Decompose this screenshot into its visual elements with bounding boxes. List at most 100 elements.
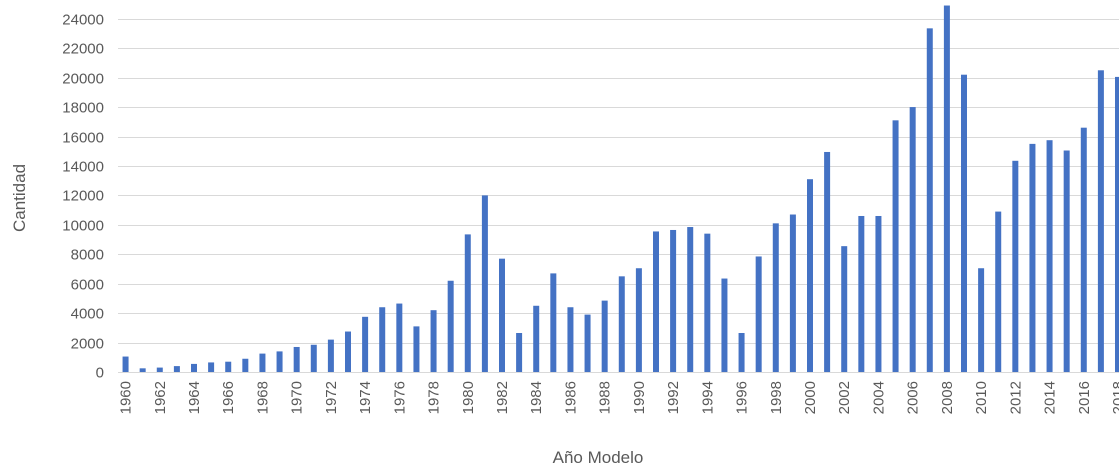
bar-2016 bbox=[1080, 127, 1087, 372]
bar-2013 bbox=[1029, 143, 1036, 373]
bar-2006 bbox=[909, 107, 916, 372]
bar-1987 bbox=[584, 314, 591, 372]
x-tick-label: 2006 bbox=[905, 381, 922, 414]
bar-2008 bbox=[943, 5, 950, 373]
x-tick-label: 1970 bbox=[289, 381, 306, 414]
bar-2011 bbox=[995, 211, 1002, 372]
x-tick-label: 1966 bbox=[220, 381, 237, 414]
bar-2004 bbox=[875, 215, 882, 372]
bar-1994 bbox=[704, 233, 711, 372]
x-tick-label: 1986 bbox=[562, 381, 579, 414]
x-tick-label: 1994 bbox=[699, 381, 716, 414]
x-tick-label: 2004 bbox=[870, 381, 887, 414]
x-tick-label: 1964 bbox=[186, 381, 203, 414]
bar-1965 bbox=[208, 362, 215, 372]
bar-1995 bbox=[721, 278, 728, 372]
bar-1973 bbox=[345, 331, 351, 372]
bar-1983 bbox=[516, 333, 523, 372]
bar-1971 bbox=[310, 344, 317, 372]
bar-1976 bbox=[396, 303, 403, 372]
gridlines bbox=[118, 19, 1119, 373]
bar-1978 bbox=[430, 310, 437, 372]
bar-2012 bbox=[1012, 160, 1019, 372]
y-tick-label: 22000 bbox=[62, 41, 104, 58]
x-tick-label: 1962 bbox=[152, 381, 169, 414]
bar-1967 bbox=[242, 358, 249, 372]
bar-1966 bbox=[225, 361, 232, 372]
bar-1996 bbox=[738, 333, 745, 372]
y-tick-label: 16000 bbox=[62, 130, 104, 147]
y-tick-label: 24000 bbox=[62, 12, 104, 29]
x-tick-label: 1998 bbox=[768, 381, 785, 414]
x-tick-label: 1992 bbox=[665, 381, 682, 414]
x-tick-label: 2016 bbox=[1076, 381, 1093, 414]
x-tick-label: 1984 bbox=[528, 381, 545, 414]
bar-2007 bbox=[926, 28, 933, 373]
x-tick-label: 1978 bbox=[426, 381, 443, 414]
y-tick-label: 6000 bbox=[71, 277, 104, 294]
bar-1979 bbox=[447, 280, 454, 372]
bar-2002 bbox=[841, 246, 848, 372]
bar-2003 bbox=[858, 215, 865, 372]
y-tick-label: 12000 bbox=[62, 188, 104, 205]
bar-1992 bbox=[670, 229, 677, 372]
bar-1975 bbox=[379, 307, 386, 372]
bar-1991 bbox=[653, 231, 659, 372]
y-tick-label: 8000 bbox=[71, 247, 104, 264]
bar-1968 bbox=[259, 353, 266, 372]
bar-1982 bbox=[499, 258, 505, 372]
bar-1981 bbox=[481, 195, 488, 372]
bar-1961 bbox=[139, 368, 146, 372]
bar-2001 bbox=[824, 151, 831, 372]
bar-1962 bbox=[156, 367, 163, 372]
bar-1993 bbox=[687, 227, 694, 372]
bar-1977 bbox=[413, 326, 420, 373]
x-tick-label: 1968 bbox=[254, 381, 271, 414]
y-axis-tick-labels: 0 2000 4000 6000 8000 10000 12000 14000 16000 180… bbox=[62, 12, 104, 382]
bar-1997 bbox=[755, 256, 762, 372]
bar-1970 bbox=[293, 346, 300, 372]
bar-1964 bbox=[191, 363, 197, 372]
bar-1989 bbox=[618, 276, 625, 372]
x-axis-title: Año Modelo bbox=[553, 448, 644, 467]
bar-2000 bbox=[807, 179, 813, 372]
bar-1984 bbox=[533, 305, 540, 372]
y-tick-label: 2000 bbox=[71, 336, 104, 353]
x-tick-label: 1974 bbox=[357, 381, 374, 414]
bars bbox=[122, 5, 1119, 373]
x-tick-label: 2000 bbox=[802, 381, 819, 414]
bar-1963 bbox=[173, 366, 180, 372]
x-tick-label: 1988 bbox=[597, 381, 614, 414]
y-tick-label: 14000 bbox=[62, 159, 104, 176]
x-tick-label: 2008 bbox=[939, 381, 956, 414]
x-tick-label: 1960 bbox=[118, 381, 135, 414]
bar-1974 bbox=[362, 316, 369, 372]
bar-1980 bbox=[464, 234, 471, 372]
x-tick-label: 2012 bbox=[1007, 381, 1024, 414]
y-axis-title: Cantidad bbox=[10, 164, 29, 232]
y-tick-label: 20000 bbox=[62, 71, 104, 88]
bar-2014 bbox=[1046, 140, 1053, 372]
x-tick-label: 2002 bbox=[836, 381, 853, 414]
bar-1969 bbox=[276, 351, 283, 372]
y-tick-label: 10000 bbox=[62, 218, 104, 235]
y-tick-label: 18000 bbox=[62, 100, 104, 117]
bar-1999 bbox=[789, 214, 796, 372]
y-tick-label: 4000 bbox=[71, 306, 104, 323]
x-tick-label: 2018 bbox=[1110, 381, 1119, 414]
x-tick-label: 1996 bbox=[734, 381, 751, 414]
x-tick-label: 2014 bbox=[1042, 381, 1059, 414]
x-tick-label: 1976 bbox=[391, 381, 408, 414]
bar-2010 bbox=[978, 268, 985, 372]
bar-1985 bbox=[550, 273, 557, 372]
bar-2009 bbox=[961, 74, 967, 372]
bar-1960 bbox=[122, 356, 129, 372]
bar-2005 bbox=[892, 120, 899, 372]
bar-2017 bbox=[1097, 70, 1104, 372]
y-tick-label: 0 bbox=[96, 365, 104, 382]
bar-1988 bbox=[601, 300, 608, 372]
bar-1990 bbox=[635, 268, 642, 372]
x-tick-label: 1982 bbox=[494, 381, 511, 414]
bar-1986 bbox=[567, 307, 574, 372]
